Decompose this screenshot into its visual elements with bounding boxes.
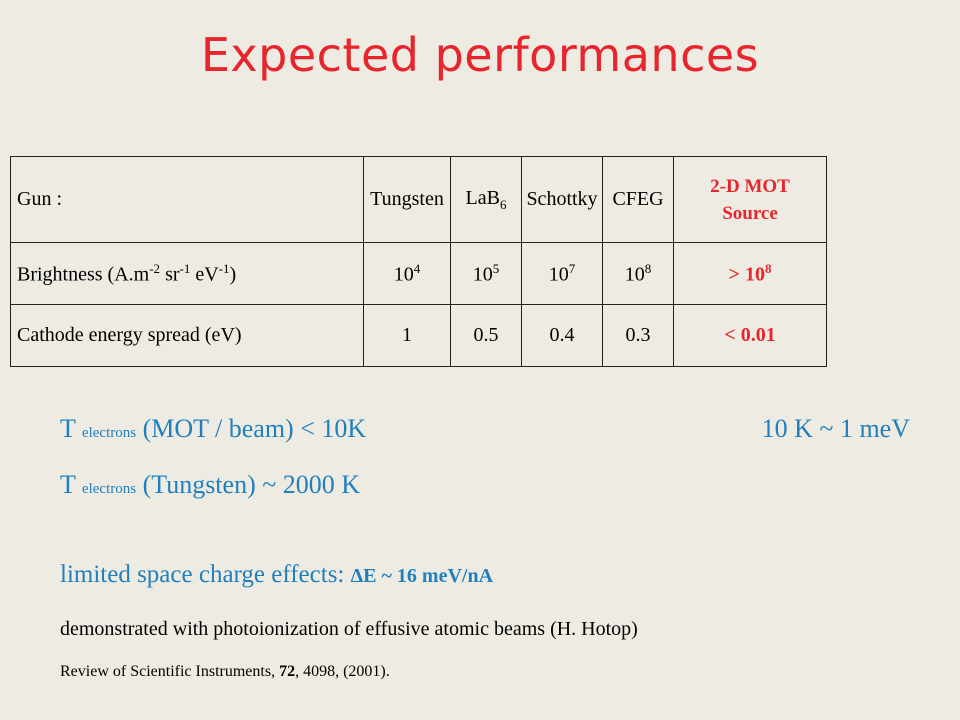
energy-equivalence-note: 10 K ~ 1 meV [761, 414, 910, 443]
header-mot-source: 2-D MOT Source [673, 156, 827, 243]
reference-citation: Review of Scientific Instruments, 72, 40… [60, 663, 390, 680]
spread-label: Cathode energy spread (eV) [10, 304, 364, 367]
header-gun-label: Gun : [10, 156, 364, 243]
spread-schottky: 0.4 [521, 304, 603, 367]
slide-title: Expected performances [200, 28, 760, 82]
spread-tungsten: 1 [363, 304, 451, 367]
brightness-tungsten: 104 [363, 242, 451, 305]
brightness-schottky: 107 [521, 242, 603, 305]
performance-table: Gun : Tungsten LaB6 Schottky CFEG 2-D MO… [10, 156, 827, 367]
brightness-cfeg: 108 [602, 242, 674, 305]
t-electrons-tungsten-line: T electrons (Tungsten) ~ 2000 K [60, 470, 361, 499]
t-electrons-mot-line: T electrons (MOT / beam) < 10K [60, 414, 367, 443]
spread-cfeg: 0.3 [602, 304, 674, 367]
brightness-lab6: 105 [450, 242, 522, 305]
header-tungsten: Tungsten [363, 156, 451, 243]
space-charge-line: limited space charge effects: ΔE ~ 16 me… [60, 561, 494, 588]
header-cfeg: CFEG [602, 156, 674, 243]
demonstrated-line: demonstrated with photoionization of eff… [60, 618, 638, 640]
brightness-mot: > 108 [673, 242, 827, 305]
table-row-brightness: Brightness (A.m-2 sr-1 eV-1) 104 105 107… [10, 242, 827, 305]
spread-mot: < 0.01 [673, 304, 827, 367]
table-header-row: Gun : Tungsten LaB6 Schottky CFEG 2-D MO… [10, 156, 827, 243]
space-charge-value: ΔE ~ 16 meV/nA [350, 565, 494, 587]
spread-lab6: 0.5 [450, 304, 522, 367]
table-row-energy-spread: Cathode energy spread (eV) 1 0.5 0.4 0.3… [10, 304, 827, 367]
brightness-label: Brightness (A.m-2 sr-1 eV-1) [10, 242, 364, 305]
header-schottky: Schottky [521, 156, 603, 243]
header-lab6: LaB6 [450, 156, 522, 243]
